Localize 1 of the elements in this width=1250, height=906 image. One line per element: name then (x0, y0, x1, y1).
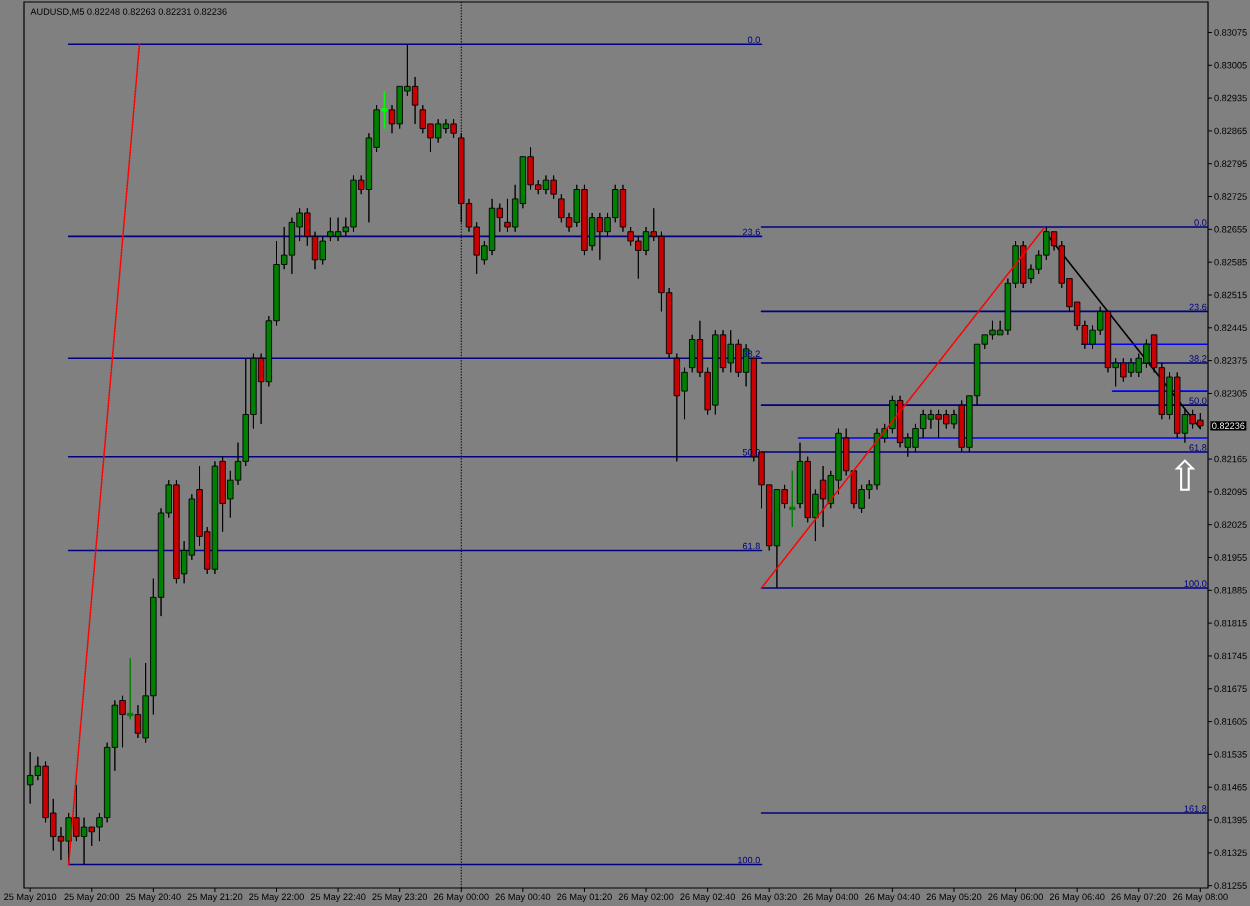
annotation: ⇧ (1174, 459, 1196, 491)
